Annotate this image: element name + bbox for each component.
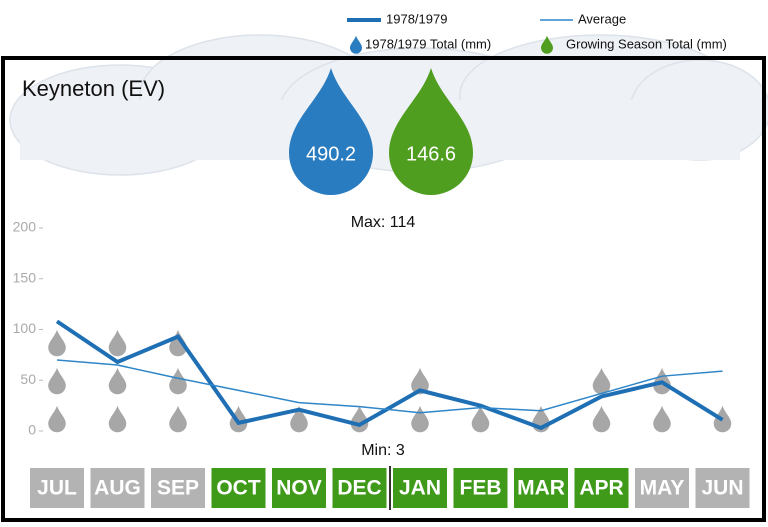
decor-drop	[592, 405, 611, 433]
decor-drop	[471, 405, 490, 433]
decor-drop	[411, 367, 429, 395]
decor-drop	[229, 405, 248, 433]
decor-drop	[169, 329, 187, 357]
month-box	[453, 468, 508, 508]
month-box	[211, 468, 266, 508]
y-tick-label: 200	[13, 219, 37, 235]
decor-drop	[169, 367, 187, 395]
x-tick-label: MAR	[517, 477, 565, 500]
legend-label: Average	[578, 11, 626, 26]
legend-label: Growing Season Total (mm)	[566, 36, 727, 51]
x-tick-label: OCT	[216, 477, 261, 500]
month-box	[151, 468, 205, 508]
legend-drop	[541, 35, 553, 54]
max-label: Max: 114	[351, 214, 416, 231]
total-drop	[389, 68, 473, 195]
month-box	[272, 468, 326, 508]
month-box	[695, 468, 750, 508]
decor-drop	[169, 405, 187, 433]
total-value: 490.2	[306, 143, 356, 165]
month-box	[635, 468, 689, 508]
month-box	[90, 468, 145, 508]
decor-drop	[592, 367, 611, 395]
legend-label: 1978/1979	[386, 11, 447, 26]
y-tick-label: 150	[13, 269, 37, 285]
x-tick-label: AUG	[94, 477, 141, 500]
x-tick-label: JUN	[701, 477, 743, 500]
x-tick-label: APR	[579, 477, 623, 500]
x-tick-label: MAY	[640, 477, 685, 500]
month-box	[393, 468, 447, 508]
month-box	[514, 468, 568, 508]
min-label: Min: 3	[361, 442, 405, 459]
x-tick-label: FEB	[460, 477, 502, 500]
series-line	[55, 319, 724, 431]
x-tick-label: SEP	[157, 477, 199, 500]
frame	[1, 56, 766, 522]
decor-drop	[48, 405, 66, 433]
x-tick-label: NOV	[276, 477, 322, 500]
decor-drop	[48, 367, 66, 395]
y-tick-label: 50	[20, 371, 36, 387]
y-tick-label: 100	[13, 320, 37, 336]
x-tick-label: JUL	[37, 477, 77, 500]
decor-drop	[653, 405, 671, 433]
decor-drop	[411, 405, 429, 433]
x-tick-label: DEC	[337, 477, 381, 500]
series-line	[56, 359, 723, 414]
month-box	[574, 468, 629, 508]
legend-drop	[350, 35, 362, 54]
chart-title: Keyneton (EV)	[22, 76, 165, 101]
decor-drop	[48, 329, 66, 357]
total-value: 146.6	[406, 143, 456, 165]
total-drop	[289, 68, 373, 195]
month-box	[30, 468, 84, 508]
decor-drop	[290, 405, 308, 433]
y-tick-label: 0	[28, 422, 36, 438]
month-box	[332, 468, 387, 508]
decor-drop	[108, 405, 127, 433]
decor-drop	[108, 329, 127, 357]
decor-drop	[108, 367, 127, 395]
legend-label: 1978/1979 Total (mm)	[365, 36, 491, 51]
x-tick-label: JAN	[399, 477, 441, 500]
